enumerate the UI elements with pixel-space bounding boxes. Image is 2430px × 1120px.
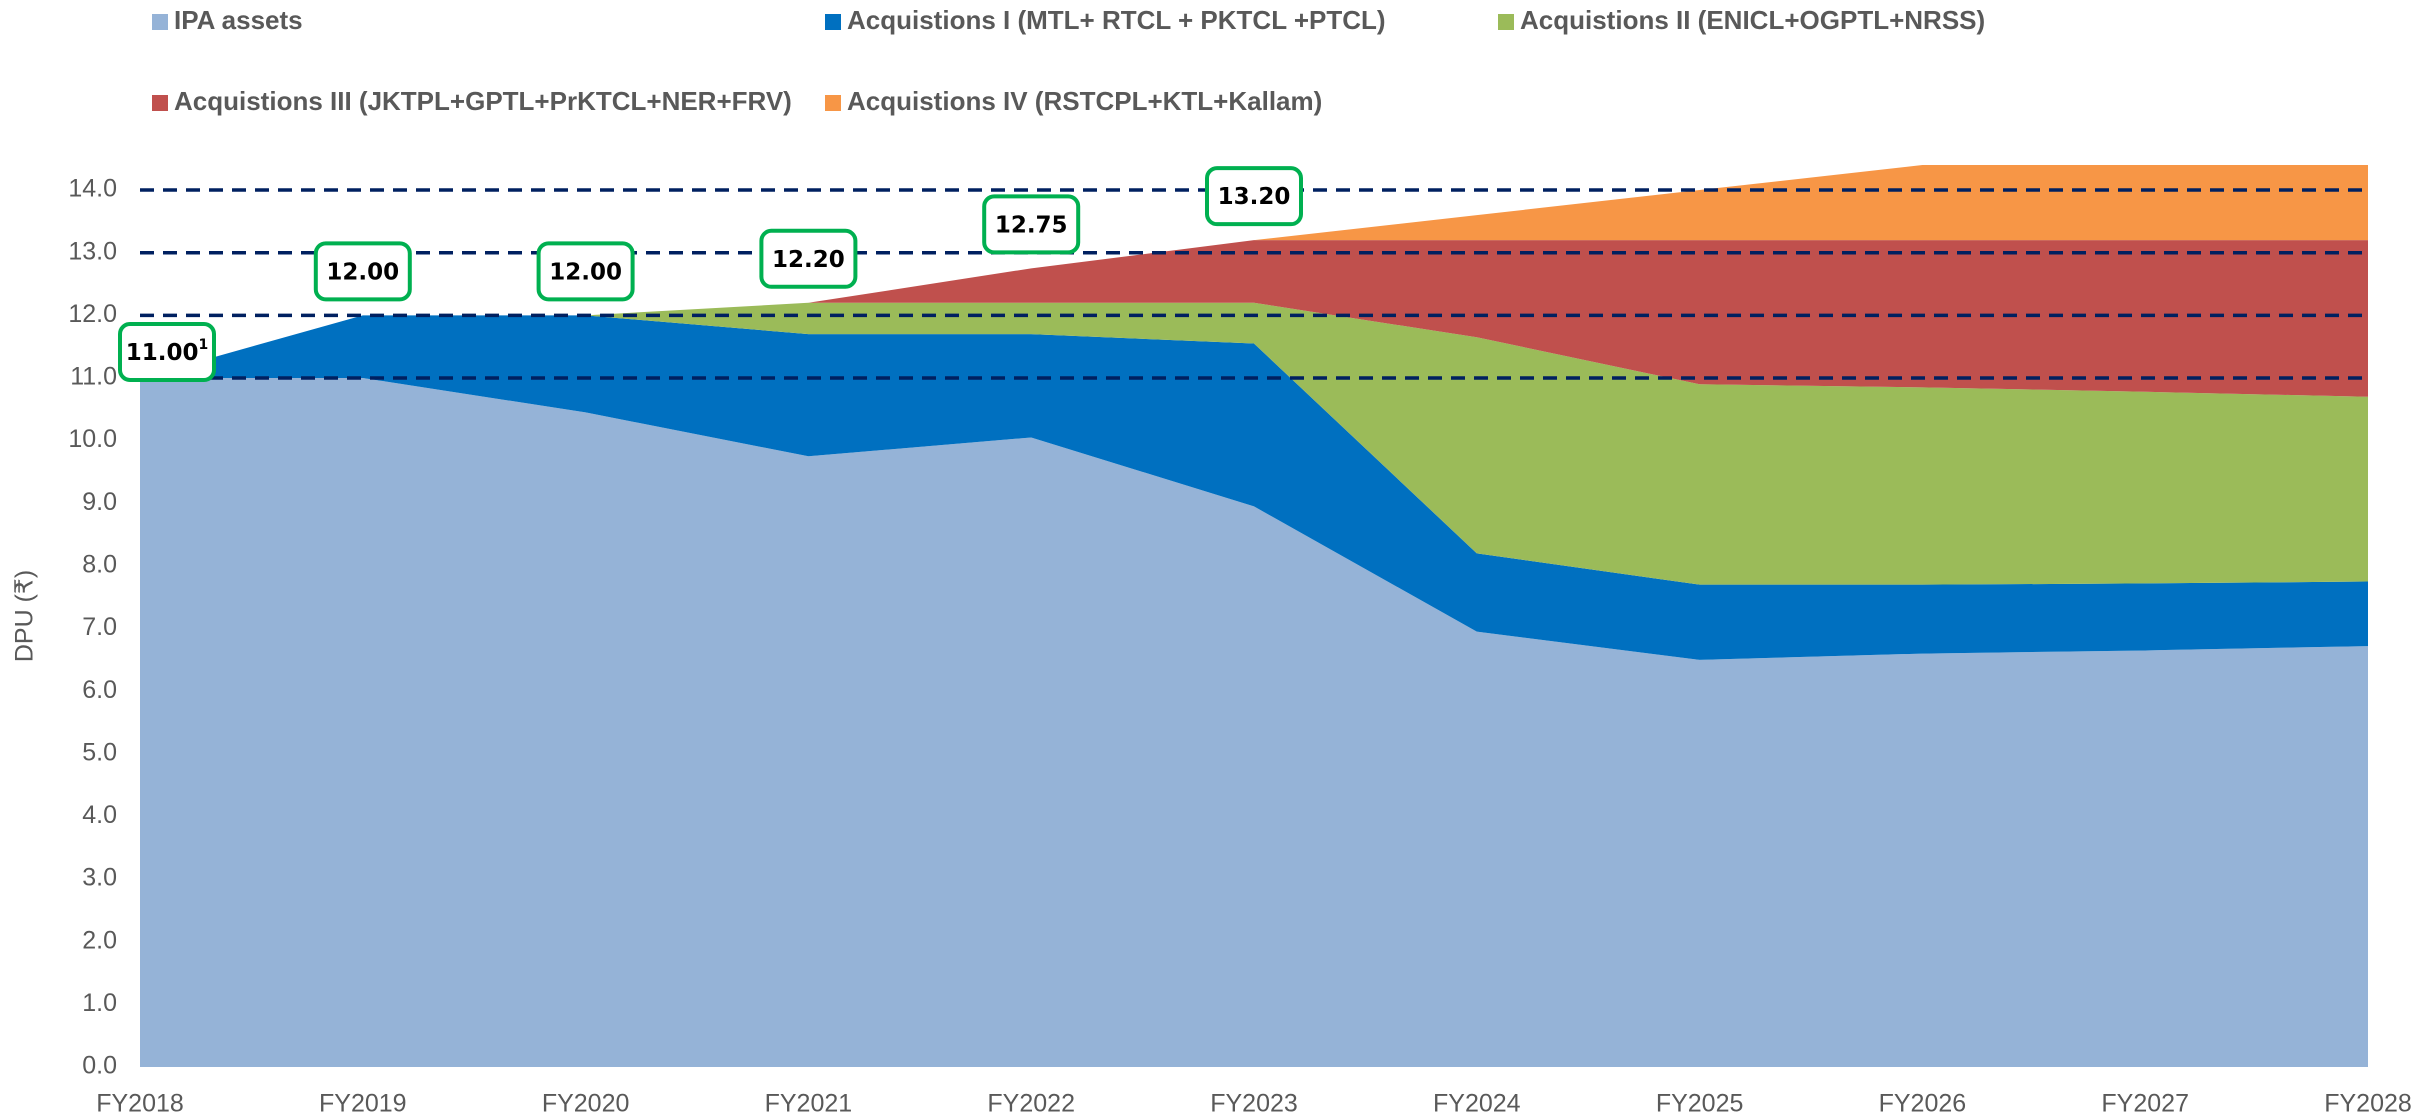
area [140, 315, 2368, 660]
y-tick-label: 1.0 [82, 989, 117, 1017]
legend-label: Acquistions I (MTL+ RTCL + PKTCL +PTCL) [847, 5, 1386, 35]
annotation-text: 12.20 [772, 246, 845, 272]
annotation-box [118, 321, 216, 382]
x-tick-label: FY2022 [987, 1090, 1075, 1115]
annotation-text: 12.00 [326, 259, 399, 285]
annotation-label: 12.20 [772, 246, 845, 272]
annotation-box [1205, 166, 1303, 227]
annotation-label: 13.20 [1218, 184, 1291, 210]
legend-swatch [1498, 14, 1514, 30]
x-tick-label: FY2023 [1210, 1090, 1298, 1115]
x-tick-label: FY2027 [2101, 1090, 2189, 1115]
legend-label: Acquistions III (JKTPL+GPTL+PrKTCL+NER+F… [174, 86, 792, 116]
legend-swatch [152, 14, 168, 30]
annotation-box [313, 241, 412, 302]
y-tick-label: 3.0 [82, 864, 117, 892]
annotation-text: 13.20 [1218, 184, 1291, 210]
legend-label: Acquistions IV (RSTCPL+KTL+Kallam) [847, 86, 1322, 116]
annotation-label: 11.001 [126, 337, 209, 366]
area [140, 165, 2368, 378]
x-tick-label: FY2024 [1433, 1090, 1521, 1115]
annotation-label: 12.00 [326, 259, 399, 285]
x-tick-label: FY2018 [96, 1090, 184, 1115]
y-tick-label: 12.0 [68, 300, 117, 328]
legend-swatch [152, 95, 168, 111]
legend-label: IPA assets [174, 5, 303, 35]
y-tick-label: 11.0 [70, 363, 117, 391]
x-tick-label: FY2021 [765, 1090, 853, 1115]
annotation-text: 11.00 [126, 339, 199, 365]
y-tick-label: 2.0 [82, 926, 117, 954]
annotation-label: 12.75 [995, 212, 1068, 238]
area [140, 240, 2368, 397]
x-tick-label: FY2020 [542, 1090, 630, 1115]
x-tick-label: FY2026 [1879, 1090, 1967, 1115]
y-tick-label: 5.0 [82, 738, 117, 766]
y-axis-label: DPU (₹) [11, 570, 39, 662]
y-tick-label: 0.0 [82, 1052, 117, 1080]
x-tick-label: FY2025 [1656, 1090, 1744, 1115]
annotation-box [759, 228, 858, 289]
y-tick-label: 6.0 [82, 676, 117, 704]
annotation-label: 12.00 [549, 259, 622, 285]
y-tick-label: 7.0 [82, 613, 117, 641]
annotation-box [536, 241, 635, 302]
legend-label: Acquistions II (ENICL+OGPTL+NRSS) [1520, 5, 1985, 35]
y-tick-label: 4.0 [82, 801, 117, 829]
y-tick-label: 9.0 [82, 488, 117, 516]
y-tick-label: 8.0 [82, 550, 117, 578]
area [140, 302, 2368, 585]
y-tick-label: 14.0 [68, 175, 117, 203]
legend-swatch [825, 14, 841, 30]
x-tick-label: FY2019 [319, 1090, 407, 1115]
x-tick-label: FY2028 [2324, 1090, 2412, 1115]
area [140, 377, 2368, 1067]
annotation-text: 12.75 [995, 212, 1068, 238]
legend-swatch [825, 95, 841, 111]
annotation-text: 12.00 [549, 259, 622, 285]
y-tick-label: 13.0 [68, 237, 117, 265]
y-tick-label: 10.0 [68, 425, 117, 453]
annotation-footnote: 1 [199, 337, 209, 353]
annotation-box [982, 194, 1081, 255]
